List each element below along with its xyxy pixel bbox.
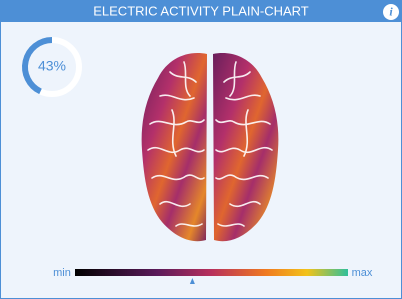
colorbar bbox=[75, 269, 348, 276]
legend-max: max bbox=[352, 267, 373, 279]
legend-min: min bbox=[53, 267, 71, 279]
header-title: ELECTRIC ACTIVITY PLAIN-CHART bbox=[93, 3, 309, 18]
gauge-label: 43% bbox=[38, 58, 66, 74]
widget: ELECTRIC ACTIVITY PLAIN-CHART i 43% min … bbox=[0, 0, 402, 299]
